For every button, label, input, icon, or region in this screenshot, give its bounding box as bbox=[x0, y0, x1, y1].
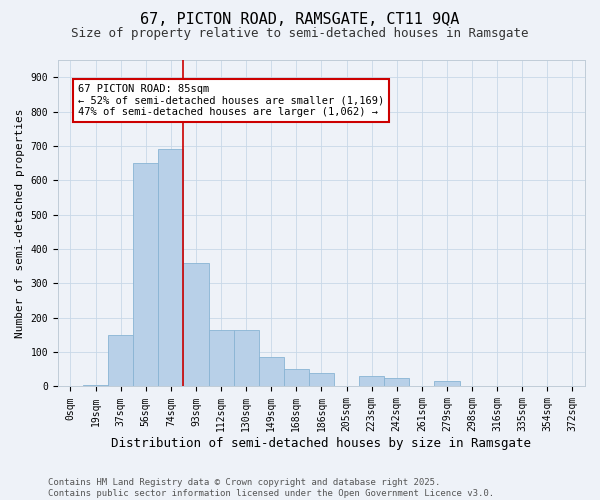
Bar bbox=[158, 150, 184, 386]
X-axis label: Distribution of semi-detached houses by size in Ramsgate: Distribution of semi-detached houses by … bbox=[112, 437, 532, 450]
Bar bbox=[309, 372, 334, 386]
Bar bbox=[184, 263, 209, 386]
Bar bbox=[259, 358, 284, 386]
Bar bbox=[209, 330, 233, 386]
Bar bbox=[233, 330, 259, 386]
Bar bbox=[384, 378, 409, 386]
Bar bbox=[359, 376, 384, 386]
Text: Size of property relative to semi-detached houses in Ramsgate: Size of property relative to semi-detach… bbox=[71, 28, 529, 40]
Bar bbox=[133, 163, 158, 386]
Bar bbox=[284, 370, 309, 386]
Text: Contains HM Land Registry data © Crown copyright and database right 2025.
Contai: Contains HM Land Registry data © Crown c… bbox=[48, 478, 494, 498]
Bar bbox=[83, 385, 108, 386]
Bar bbox=[108, 335, 133, 386]
Text: 67 PICTON ROAD: 85sqm
← 52% of semi-detached houses are smaller (1,169)
47% of s: 67 PICTON ROAD: 85sqm ← 52% of semi-deta… bbox=[78, 84, 384, 117]
Bar bbox=[434, 382, 460, 386]
Y-axis label: Number of semi-detached properties: Number of semi-detached properties bbox=[15, 108, 25, 338]
Text: 67, PICTON ROAD, RAMSGATE, CT11 9QA: 67, PICTON ROAD, RAMSGATE, CT11 9QA bbox=[140, 12, 460, 28]
